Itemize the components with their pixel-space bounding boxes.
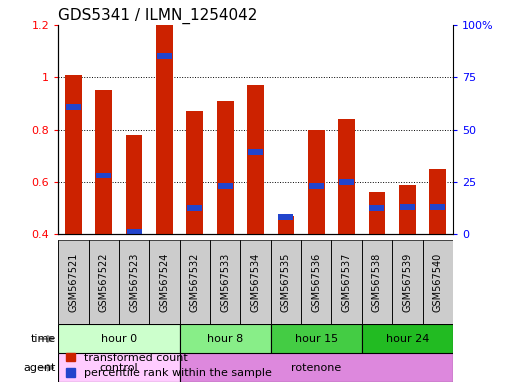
Text: hour 0: hour 0 [100,334,137,344]
Bar [247,85,264,234]
Bar [361,240,391,324]
Bar [278,214,293,220]
Bar [149,240,179,324]
Bar [422,240,452,324]
Bar [361,324,452,353]
Bar [368,192,385,234]
Text: GSM567540: GSM567540 [432,253,442,312]
Bar [58,240,88,324]
Bar [156,25,173,234]
Text: GSM567524: GSM567524 [159,253,169,312]
Bar [58,324,179,353]
Text: GSM567535: GSM567535 [280,253,290,312]
Bar [179,353,452,382]
Text: GSM567533: GSM567533 [220,253,230,312]
Bar [277,216,294,234]
Bar [179,324,270,353]
Text: rotenone: rotenone [290,362,341,373]
Bar [270,240,300,324]
Bar [126,135,142,234]
Text: GSM567534: GSM567534 [250,253,260,312]
Bar [187,205,202,211]
Bar [58,353,179,382]
Bar [186,111,203,234]
Bar [217,101,233,234]
Bar [217,183,232,189]
Text: agent: agent [23,362,56,373]
Text: GSM567538: GSM567538 [371,253,381,312]
Text: GSM567536: GSM567536 [311,253,321,312]
Bar [157,53,172,59]
Bar [179,240,210,324]
Bar [331,240,361,324]
Bar [126,229,141,235]
Text: GSM567521: GSM567521 [68,253,78,312]
Bar [119,240,149,324]
Text: control: control [99,362,138,373]
Bar [391,240,422,324]
Text: GSM567523: GSM567523 [129,253,139,312]
Bar [307,130,324,234]
Text: hour 15: hour 15 [294,334,337,344]
Bar [308,183,323,189]
Bar [337,119,355,234]
Bar [65,74,82,234]
Bar [96,172,111,178]
Bar [369,205,384,211]
Text: hour 8: hour 8 [207,334,243,344]
Bar [338,179,354,185]
Bar [270,324,361,353]
Text: GDS5341 / ILMN_1254042: GDS5341 / ILMN_1254042 [58,7,257,23]
Bar [66,104,81,110]
Text: GSM567537: GSM567537 [341,253,351,312]
Bar [429,169,445,234]
Bar [398,185,415,234]
Bar [210,240,240,324]
Bar [247,149,263,155]
Bar [88,240,119,324]
Bar [429,204,444,210]
Text: hour 24: hour 24 [385,334,428,344]
Bar [399,204,414,210]
Bar [300,240,331,324]
Text: GSM567532: GSM567532 [189,253,199,312]
Bar [95,90,112,234]
Text: GSM567522: GSM567522 [98,253,109,312]
Text: time: time [30,334,56,344]
Text: GSM567539: GSM567539 [401,253,412,312]
Legend: transformed count, percentile rank within the sample: transformed count, percentile rank withi… [66,353,271,379]
Bar [240,240,270,324]
